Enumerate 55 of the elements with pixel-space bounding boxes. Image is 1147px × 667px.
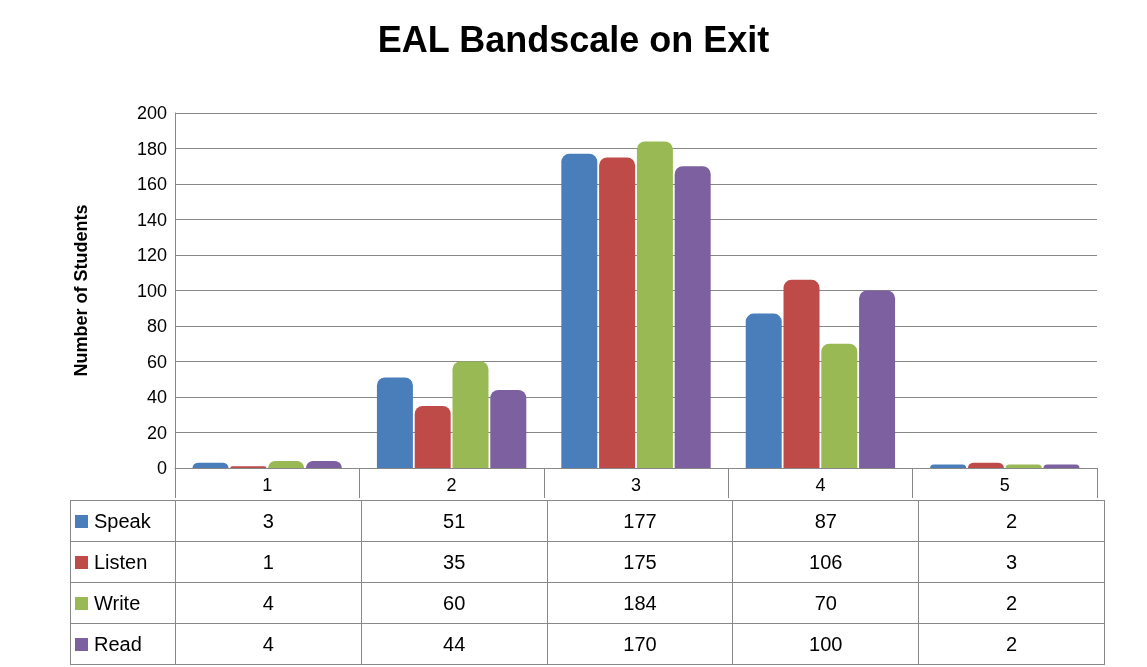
x-tick-label: 5 xyxy=(999,475,1010,495)
x-tick-label: 2 xyxy=(446,475,457,495)
legend-label: Read xyxy=(70,623,176,665)
data-label: 100 xyxy=(732,623,919,665)
bar xyxy=(783,279,820,468)
chart-title: EAL Bandscale on Exit xyxy=(377,18,770,60)
data-label: 184 xyxy=(547,582,733,624)
y-tick-label: 160 xyxy=(136,174,167,194)
y-tick-label: 120 xyxy=(136,245,167,265)
data-label: 4 xyxy=(175,582,362,624)
bar xyxy=(452,361,489,468)
data-label: 170 xyxy=(547,623,733,665)
bar xyxy=(599,157,636,468)
data-label: 35 xyxy=(361,541,548,583)
data-label: 177 xyxy=(547,500,733,542)
bar xyxy=(561,153,598,468)
y-tick-label: 80 xyxy=(146,316,167,336)
y-tick-label: 200 xyxy=(136,103,167,123)
bar xyxy=(821,343,858,468)
bar xyxy=(859,290,896,468)
legend-label: Speak xyxy=(70,500,176,542)
y-tick-label: 180 xyxy=(136,138,167,159)
data-label: 44 xyxy=(361,623,548,665)
data-label: 87 xyxy=(732,500,919,542)
data-label: 106 xyxy=(732,541,919,583)
y-axis-title: Number of Students xyxy=(71,204,91,377)
y-tick-label: 100 xyxy=(136,280,167,301)
bar xyxy=(745,313,782,468)
bar xyxy=(1005,464,1042,468)
y-tick-label: 60 xyxy=(146,351,167,372)
data-label: 2 xyxy=(918,582,1105,624)
y-tick-label: 0 xyxy=(156,458,167,478)
data-label: 1 xyxy=(175,541,362,583)
legend-label: Write xyxy=(70,582,176,624)
data-label: 60 xyxy=(361,582,548,624)
y-tick-label: 20 xyxy=(146,422,167,443)
data-label: 51 xyxy=(361,500,548,542)
data-label: 3 xyxy=(918,541,1105,583)
bar xyxy=(376,377,413,468)
bar xyxy=(636,141,673,468)
data-label: 2 xyxy=(918,623,1105,665)
x-tick-label: 3 xyxy=(630,475,642,495)
bar xyxy=(414,405,451,468)
bar xyxy=(490,389,527,468)
data-label: 4 xyxy=(175,623,362,665)
bar xyxy=(1043,464,1080,468)
y-tick-label: 40 xyxy=(146,387,167,407)
y-tick-label: 140 xyxy=(136,209,167,230)
x-tick-label: 4 xyxy=(815,475,826,495)
legend-label: Listen xyxy=(70,541,176,583)
bar xyxy=(930,464,967,468)
x-tick-label: 1 xyxy=(262,475,273,495)
data-label: 70 xyxy=(732,582,919,624)
data-label: 175 xyxy=(547,541,733,583)
bar xyxy=(674,166,711,468)
